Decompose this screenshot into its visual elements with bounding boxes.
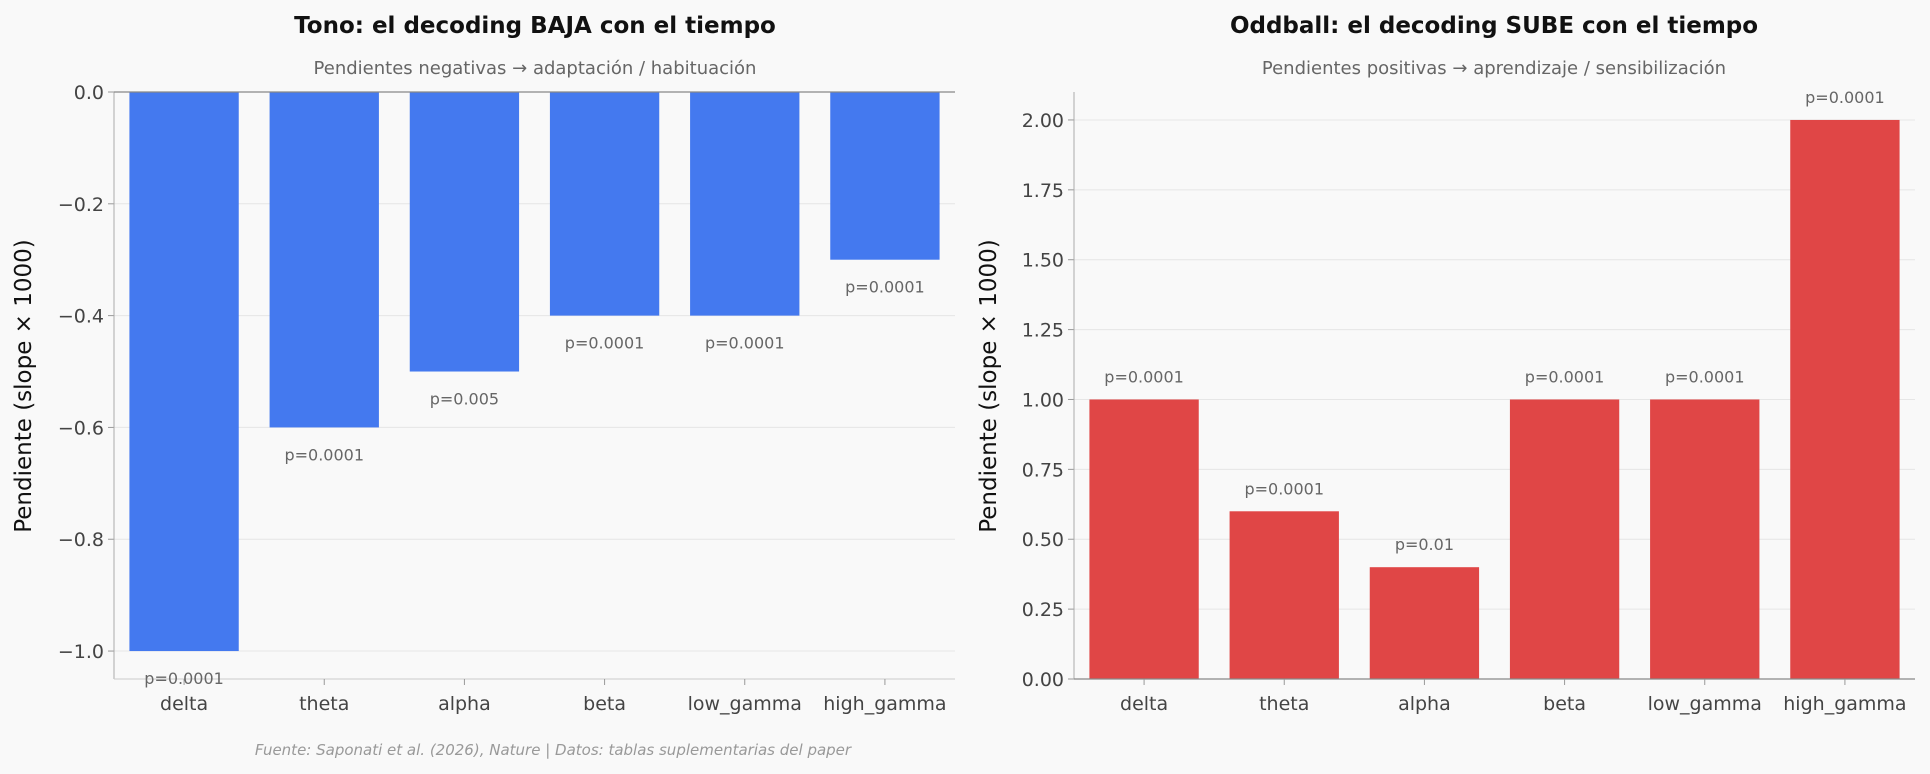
bar-alpha [409,92,520,372]
p-value-label: p=0.0001 [144,669,224,688]
bar-beta [1509,399,1620,679]
y-tick-label: 2.00 [1022,110,1064,132]
p-value-label: p=0.0001 [1244,479,1324,498]
x-tick-label: theta [1259,693,1309,715]
p-value-label: p=0.0001 [1805,88,1885,107]
y-tick-label: 1.50 [1022,250,1064,272]
p-value-label: p=0.0001 [565,334,645,353]
bar-theta [1229,511,1339,679]
y-tick-label: 0.0 [74,82,104,104]
y-tick-label: −0.2 [58,194,104,216]
p-value-label: p=0.0001 [1104,367,1184,386]
bar-delta [1089,399,1199,679]
y-axis-label: Pendiente (slope × 1000) [11,239,37,533]
bar-delta [129,92,239,652]
x-tick-label: high_gamma [823,693,946,715]
bar-high_gamma [1790,119,1900,679]
y-tick-label: 1.75 [1022,180,1064,202]
x-tick-label: low_gamma [688,693,802,715]
y-tick-label: −1.0 [58,641,104,663]
source-footer: Fuente: Saponati et al. (2026), Nature |… [255,741,852,759]
y-tick-label: −0.8 [58,529,104,551]
x-tick-label: alpha [438,693,491,715]
chart-oddball: Oddball: el decoding SUBE con el tiempo … [976,13,1915,715]
bar-alpha [1369,567,1480,679]
p-value-label: p=0.01 [1395,535,1454,554]
x-tick-label: high_gamma [1783,693,1906,715]
chart-title: Oddball: el decoding SUBE con el tiempo [1230,13,1758,39]
x-tick-label: beta [583,693,626,715]
x-tick-label: delta [1120,693,1168,715]
p-value-label: p=0.0001 [845,278,925,297]
bar-high_gamma [830,92,940,260]
p-value-label: p=0.0001 [705,334,785,353]
bar-low_gamma [690,92,800,316]
x-tick-label: beta [1543,693,1586,715]
chart-tono: Tono: el decoding BAJA con el tiempo Pen… [11,13,955,715]
x-tick-label: alpha [1398,693,1451,715]
y-tick-label: 1.25 [1022,320,1064,342]
p-value-label: p=0.0001 [1665,367,1745,386]
x-tick-label: theta [299,693,349,715]
chart-subtitle: Pendientes negativas → adaptación / habi… [314,58,757,79]
x-tick-label: delta [160,693,208,715]
chart-subtitle: Pendientes positivas → aprendizaje / sen… [1262,58,1726,79]
y-tick-label: −0.6 [58,417,104,439]
x-tick-label: low_gamma [1648,693,1762,715]
p-value-label: p=0.005 [430,390,499,409]
p-value-label: p=0.0001 [284,445,364,464]
y-tick-label: 1.00 [1022,389,1064,411]
p-value-label: p=0.0001 [1525,367,1605,386]
bar-theta [269,92,379,428]
bar-low_gamma [1650,399,1760,679]
chart-title: Tono: el decoding BAJA con el tiempo [294,13,776,39]
y-tick-label: −0.4 [58,306,104,328]
y-tick-label: 0.75 [1022,459,1064,481]
y-tick-label: 0.25 [1022,599,1064,621]
y-tick-label: 0.00 [1022,669,1064,691]
bar-beta [549,92,660,316]
y-axis-label: Pendiente (slope × 1000) [976,239,1002,533]
y-tick-label: 0.50 [1022,529,1064,551]
